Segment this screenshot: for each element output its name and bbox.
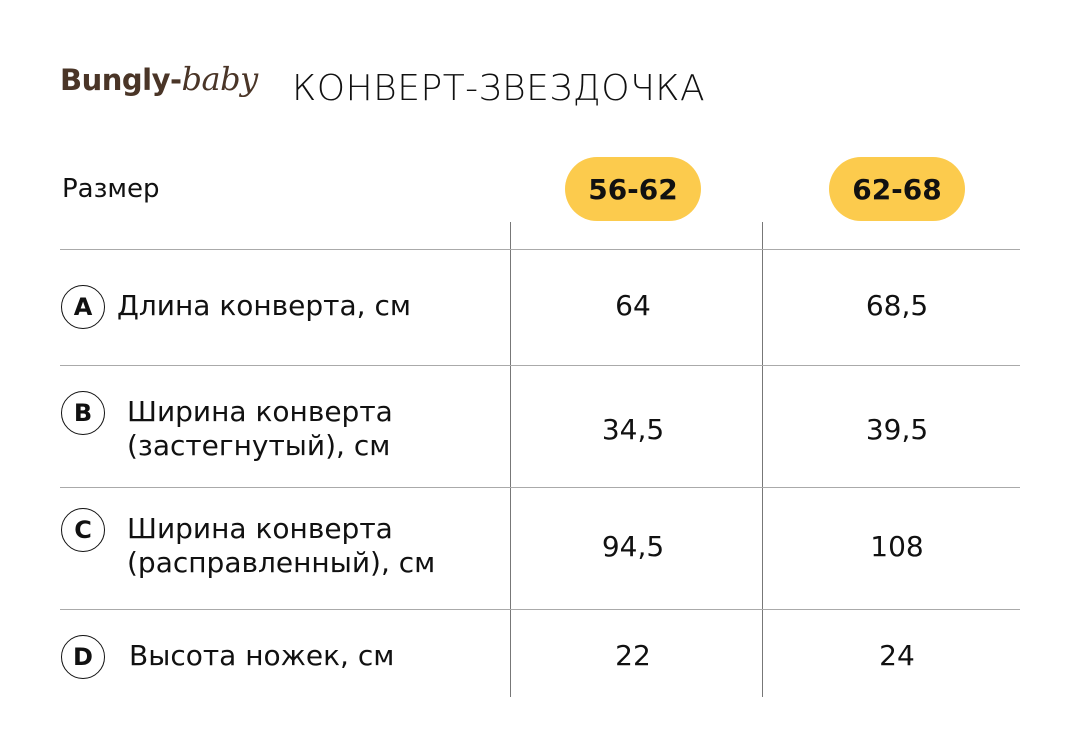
row-divider xyxy=(60,365,1020,366)
size-badge-62-68: 62-68 xyxy=(829,157,965,221)
size-badge-56-62: 56-62 xyxy=(565,157,701,221)
row-label: Ширина конверта xyxy=(127,395,393,428)
row-divider xyxy=(60,609,1020,610)
table-cell: 108 xyxy=(870,530,924,563)
column-divider xyxy=(762,222,763,697)
row-divider xyxy=(60,249,1020,250)
table-cell: 64 xyxy=(615,289,651,322)
row-label-cont: (застегнутый), см xyxy=(127,429,391,462)
row-label: Ширина конверта xyxy=(127,512,393,545)
letter-badge-b: B xyxy=(61,391,105,435)
letter-badge-d: D xyxy=(61,635,105,679)
table-cell: 68,5 xyxy=(865,289,929,322)
row-label-cont: (расправленный), см xyxy=(127,546,436,579)
brand-logo: Bungly-baby xyxy=(60,60,258,98)
column-divider xyxy=(510,222,511,697)
table-cell: 34,5 xyxy=(601,413,665,446)
table-cell: 94,5 xyxy=(601,530,665,563)
table-cell: 24 xyxy=(879,639,915,672)
letter-badge-a: A xyxy=(61,285,105,329)
row-label: Длина конверта, см xyxy=(117,289,411,322)
size-header-label: Размер xyxy=(62,174,160,204)
table-cell: 22 xyxy=(615,639,651,672)
row-divider xyxy=(60,487,1020,488)
row-label: Высота ножек, см xyxy=(129,639,395,672)
table-cell: 39,5 xyxy=(865,413,929,446)
page-title: КОНВЕРТ-ЗВЕЗДОЧКА xyxy=(292,68,706,109)
letter-badge-c: C xyxy=(61,508,105,552)
